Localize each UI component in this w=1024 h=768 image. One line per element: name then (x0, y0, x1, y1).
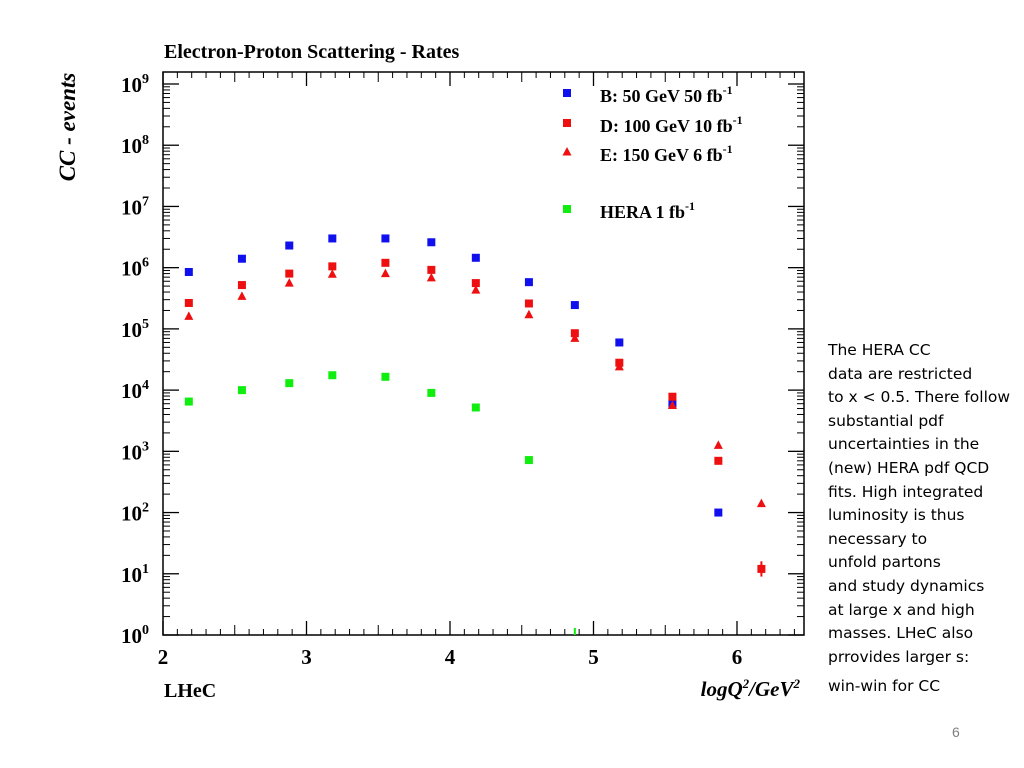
legend-label: B: 50 GeV 50 fb-1 (600, 83, 733, 106)
y-tick-label: 105 (121, 317, 149, 342)
chart-canvas: Electron-Proton Scattering - Rates CC - … (55, 41, 805, 702)
data-point (381, 258, 390, 267)
slide-note: The HERA CC data are restricted to x < 0… (828, 339, 1018, 699)
data-point (615, 338, 624, 347)
data-point (237, 254, 246, 263)
page-number: 6 (952, 724, 960, 740)
corner-label: LHeC (164, 680, 216, 702)
legend-label: HERA 1 fb-1 (600, 199, 695, 222)
y-axis-label: CC - events (55, 73, 80, 182)
data-point (667, 400, 677, 410)
data-point (427, 388, 436, 397)
legend-marker (562, 147, 572, 156)
data-point (380, 268, 390, 278)
data-point (328, 262, 337, 271)
note-line: substantial pdf (828, 411, 944, 430)
data-point (714, 508, 723, 517)
data-point (713, 440, 723, 449)
x-tick-label: 4 (445, 645, 456, 669)
data-point (570, 333, 580, 342)
data-point (184, 298, 193, 307)
y-tick-label: 103 (121, 439, 149, 464)
data-point (570, 301, 579, 310)
data-point (524, 278, 533, 287)
data-point (184, 267, 193, 276)
data-point (381, 372, 390, 381)
data-point (668, 392, 677, 401)
data-point (471, 403, 480, 412)
x-tick-label: 2 (158, 645, 169, 669)
legend-marker (563, 205, 571, 213)
data-point (381, 234, 390, 243)
y-tick-label: 101 (121, 562, 149, 587)
note-line: and study dynamics (828, 576, 985, 595)
note-line: at large x and high (828, 600, 975, 619)
note-line: win-win for CC (828, 677, 941, 696)
y-tick-label: 102 (121, 501, 149, 526)
data-point (524, 309, 534, 319)
y-tick-label: 104 (121, 378, 149, 403)
data-point (426, 272, 436, 282)
chart-title: Electron-Proton Scattering - Rates (164, 41, 460, 63)
data-point (524, 299, 533, 308)
note-line: uncertainties in the (828, 435, 980, 454)
data-point (471, 279, 480, 288)
data-point (284, 278, 294, 287)
data-point (285, 269, 294, 278)
data-point (237, 291, 247, 300)
legend-label: E: 150 GeV 6 fb-1 (600, 142, 733, 165)
x-tick-label: 5 (588, 645, 599, 669)
x-tick-label: 3 (301, 645, 312, 669)
data-point (285, 379, 294, 388)
data-point (328, 234, 337, 243)
data-point (184, 397, 193, 406)
note-line: (new) HERA pdf QCD (828, 458, 990, 477)
data-point (427, 238, 436, 247)
y-tick-label: 109 (121, 72, 149, 97)
legend-label: D: 100 GeV 10 fb-1 (600, 113, 743, 136)
data-point (524, 456, 533, 465)
note-line: unfold partons (828, 553, 941, 572)
data-point (756, 498, 766, 508)
data-point (714, 456, 723, 465)
note-line: data are restricted (828, 364, 973, 383)
note-line: fits. High integrated (828, 482, 984, 501)
y-tick-label: 100 (121, 623, 149, 648)
note-line: The HERA CC (828, 341, 931, 359)
note-line: necessary to (828, 529, 928, 548)
data-point (614, 361, 624, 371)
x-tick-label: 6 (732, 645, 743, 669)
note-line: to x < 0.5. There follow (828, 388, 1011, 407)
note-line: masses. LHeC also (828, 624, 974, 643)
legend-marker (563, 89, 571, 97)
data-point (285, 241, 294, 250)
legend-marker (563, 119, 571, 127)
y-tick-label: 106 (121, 256, 149, 281)
data-point (427, 265, 436, 274)
data-point (471, 285, 481, 294)
y-tick-label: 107 (121, 194, 149, 219)
data-point (237, 281, 246, 290)
data-point (471, 253, 480, 262)
data-point (327, 269, 337, 278)
data-point (328, 371, 337, 380)
x-axis-label: logQ2/GeV2 (701, 676, 801, 701)
data-point (184, 311, 194, 320)
y-tick-label: 108 (121, 133, 149, 158)
note-line: luminosity is thus (828, 506, 965, 525)
data-point (237, 386, 246, 395)
note-line: prrovides larger s: (828, 647, 970, 666)
data-point (570, 329, 579, 338)
